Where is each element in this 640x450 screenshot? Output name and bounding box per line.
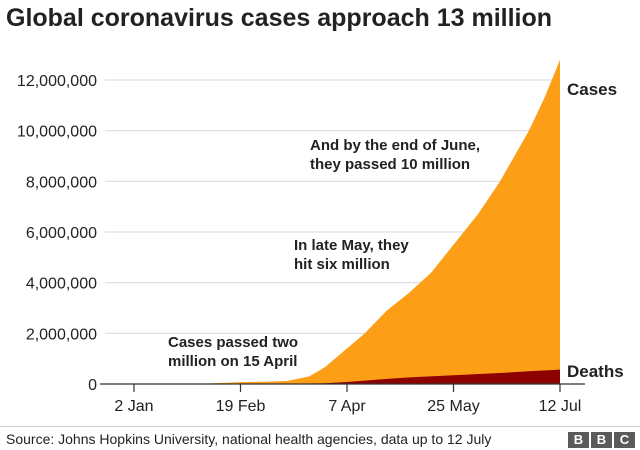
source-note: Source: Johns Hopkins University, nation… — [6, 431, 492, 447]
x-tick-label: 2 Jan — [114, 398, 153, 415]
axes — [100, 383, 585, 392]
annotation-line: hit six million — [294, 256, 390, 273]
series-label-deaths: Deaths — [567, 362, 624, 381]
y-tick-label: 12,000,000 — [17, 73, 97, 90]
labels: 0 2,000,000 4,000,000 6,000,000 8,000,000 10,… — [17, 73, 624, 415]
y-tick-label: 10,000,000 — [17, 124, 97, 141]
cases-area — [134, 59, 560, 384]
annotation-line: Cases passed two — [168, 334, 298, 351]
logo-letter: B — [591, 432, 612, 448]
gridlines — [105, 79, 560, 334]
y-tick-label: 6,000,000 — [26, 225, 97, 242]
plot-areas — [134, 59, 560, 384]
annotation-line: they passed 10 million — [310, 156, 470, 173]
annotation-line: million on 15 April — [168, 353, 297, 370]
series-label-cases: Cases — [567, 80, 617, 99]
bbc-logo: B B C — [568, 432, 635, 448]
logo-letter: B — [568, 432, 589, 448]
footer-divider — [0, 426, 640, 427]
x-tick-label: 7 Apr — [328, 398, 366, 415]
y-tick-label: 2,000,000 — [26, 326, 97, 343]
x-tick-label: 12 Jul — [539, 398, 582, 415]
logo-letter: C — [614, 432, 635, 448]
annotation-line: In late May, they — [294, 237, 409, 254]
y-tick-label: 8,000,000 — [26, 174, 97, 191]
y-tick-label: 4,000,000 — [26, 276, 97, 293]
x-tick-label: 25 May — [427, 398, 479, 415]
x-tick-label: 19 Feb — [216, 398, 266, 415]
annotation-line: And by the end of June, — [310, 137, 480, 154]
chart-title: Global coronavirus cases approach 13 mil… — [6, 4, 553, 32]
y-tick-label: 0 — [88, 377, 97, 394]
deaths-area — [134, 369, 560, 384]
